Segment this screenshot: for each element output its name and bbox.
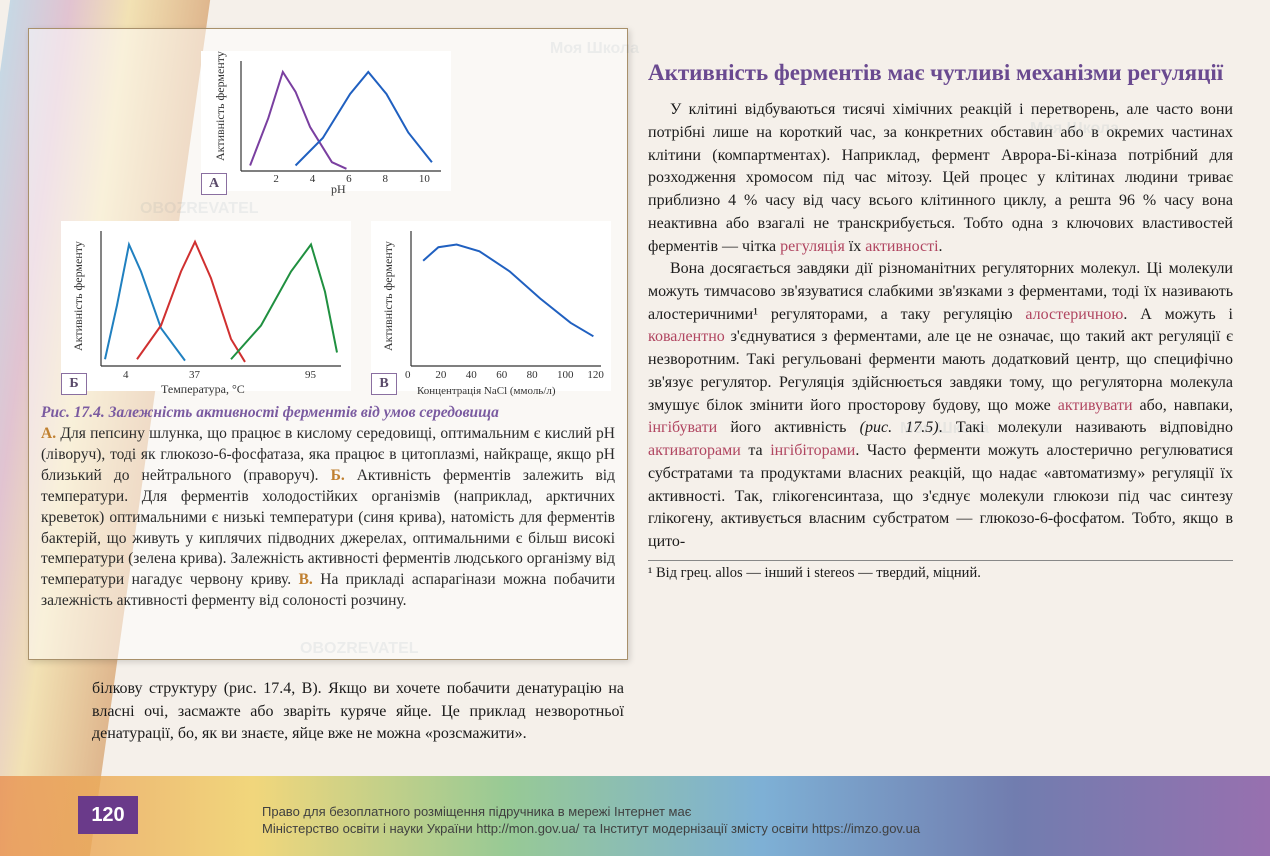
section-heading: Активність ферментів має чутливі механіз… — [648, 60, 1233, 85]
figure-caption: Рис. 17.4. Залежність активності фермент… — [41, 403, 615, 612]
footer-rights: Право для безоплатного розміщення підруч… — [262, 804, 920, 838]
caption-title: Рис. 17.4. Залежність активності фермент… — [41, 404, 499, 421]
footnote: ¹ Від грец. allos — інший і stereos — тв… — [648, 560, 1233, 584]
body-text: У клітині відбуваються тисячі хімічних р… — [648, 99, 1233, 583]
chart-c-xlabel: Концентрація NaCl (ммоль/л) — [417, 385, 556, 397]
chart-c-ylabel: Активність ферменту — [381, 241, 396, 351]
chart-b-tag: Б — [61, 373, 87, 395]
chart-a-ylabel: Активність ферменту — [213, 51, 228, 161]
figure-17-4: Активність ферменту pH 246810 А Активніс… — [28, 28, 628, 660]
page-content: Активність ферменту pH 246810 А Активніс… — [0, 0, 1270, 856]
right-column: Активність ферментів має чутливі механіз… — [648, 60, 1233, 583]
page-number: 120 — [78, 796, 138, 834]
chart-a-ph: Активність ферменту pH 246810 А — [201, 51, 451, 191]
chart-c-tag: В — [371, 373, 397, 395]
chart-c-nacl: Активність ферменту Концентрація NaCl (м… — [371, 221, 611, 391]
chart-a-tag: А — [201, 173, 227, 195]
chart-b-temperature: Активність ферменту Температура, °C 4379… — [61, 221, 351, 391]
chart-b-ylabel: Активність ферменту — [71, 241, 86, 351]
chart-b-xlabel: Температура, °C — [161, 382, 245, 397]
chart-a-xlabel: pH — [331, 182, 346, 197]
left-column-continuation: білкову структуру (рис. 17.4, В). Якщо в… — [92, 678, 624, 746]
